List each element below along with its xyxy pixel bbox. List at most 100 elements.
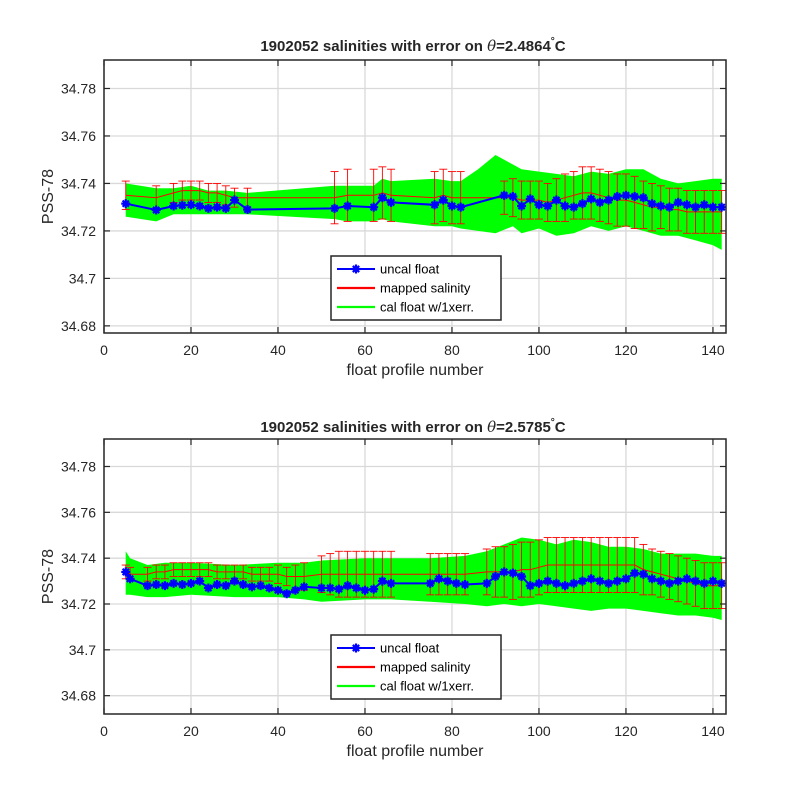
legend-label: mapped salinity <box>380 660 471 675</box>
uncal-float-point <box>451 578 461 588</box>
uncal-float-point <box>203 203 213 213</box>
uncal-float-point <box>456 202 466 212</box>
uncal-float-point <box>264 583 274 593</box>
series-cal-float-band <box>125 537 722 620</box>
uncal-float-point <box>256 581 266 591</box>
uncal-float-point <box>343 201 353 211</box>
uncal-float-point <box>569 578 579 588</box>
uncal-float-point <box>647 199 657 209</box>
legend: uncal float mapped salinity cal float w/1x… <box>330 634 502 700</box>
x-tick-label: 80 <box>444 342 460 358</box>
uncal-float-point <box>560 201 570 211</box>
uncal-float-point <box>508 192 518 201</box>
uncal-float-point <box>430 200 440 210</box>
uncal-float-point <box>238 580 248 590</box>
uncal-float-point <box>151 580 161 590</box>
x-tick-label: 20 <box>183 723 199 739</box>
legend-label: cal float w/1xerr. <box>380 679 474 694</box>
uncal-float-point <box>195 201 205 211</box>
uncal-float-point <box>621 574 631 584</box>
uncal-float-point <box>282 589 292 599</box>
uncal-float-point <box>656 201 666 211</box>
legend-item: mapped salinity <box>337 281 471 296</box>
uncal-float-point <box>151 205 161 215</box>
uncal-float-point <box>517 572 527 581</box>
y-tick-label: 34.76 <box>61 504 96 520</box>
y-tick-label: 34.78 <box>61 80 96 96</box>
x-tick-label: 40 <box>270 342 286 358</box>
uncal-float-point <box>142 581 152 591</box>
uncal-float-point <box>717 578 727 588</box>
uncal-float-point <box>612 192 622 201</box>
x-axis-ticks: 0 20 40 60 80 100 120 140 <box>100 60 725 358</box>
uncal-float-point <box>604 195 614 205</box>
uncal-float-point <box>604 578 614 588</box>
uncal-float-point <box>121 567 131 577</box>
uncal-float-point <box>577 199 587 209</box>
uncal-float-point <box>682 200 692 210</box>
legend-marker <box>351 264 361 274</box>
cal-float-band <box>125 537 722 620</box>
uncal-float-point <box>243 205 253 215</box>
uncal-float-point <box>664 578 674 588</box>
y-axis-ticks: 34.68 34.7 34.72 34.74 34.76 34.78 <box>61 459 726 704</box>
uncal-float-point <box>443 576 453 586</box>
uncal-float-point <box>699 578 709 588</box>
uncal-float-point <box>125 574 135 584</box>
uncal-float-point <box>221 203 231 213</box>
uncal-float-point <box>377 193 387 203</box>
uncal-float-point <box>195 576 205 586</box>
uncal-float-point <box>543 201 553 211</box>
series-cal-float-band <box>125 155 722 250</box>
uncal-float-point <box>499 567 509 577</box>
y-tick-label: 34.74 <box>61 550 96 566</box>
uncal-float-point <box>621 190 631 200</box>
x-axis-ticks: 0 20 40 60 80 100 120 140 <box>100 439 725 739</box>
y-tick-label: 34.74 <box>61 175 96 191</box>
uncal-float-point <box>369 584 379 594</box>
uncal-float-point <box>460 580 470 590</box>
x-tick-label: 100 <box>527 342 551 358</box>
uncal-float-point <box>334 584 344 594</box>
uncal-float-point <box>177 580 187 590</box>
uncal-float-point <box>569 202 579 212</box>
x-tick-label: 120 <box>614 723 638 739</box>
legend-label: uncal float <box>380 641 440 656</box>
chart-title: 1902052 salinities with error on θ=2.486… <box>260 36 565 55</box>
uncal-float-point <box>434 574 444 584</box>
uncal-float-point <box>560 581 570 591</box>
cal-float-band <box>125 155 722 250</box>
uncal-float-point <box>169 201 179 211</box>
uncal-float-point <box>673 197 683 207</box>
uncal-float-point <box>377 576 387 586</box>
uncal-float-point <box>316 583 326 593</box>
series-uncal-float <box>121 190 727 215</box>
uncal-float-point <box>290 585 300 595</box>
chart-panel-1: 1902052 salinities with error on θ=2.486… <box>40 36 727 379</box>
legend-label: cal float w/1xerr. <box>380 300 474 315</box>
uncal-float-point <box>186 578 196 588</box>
uncal-float-point <box>551 578 561 588</box>
y-tick-label: 34.68 <box>61 318 96 334</box>
y-tick-label: 34.7 <box>69 642 96 658</box>
uncal-float-point <box>160 581 170 591</box>
uncal-float-point <box>586 194 596 204</box>
uncal-float-point <box>691 576 701 586</box>
mapped-salinity-line <box>125 564 722 587</box>
uncal-float-point <box>577 576 587 586</box>
uncal-float-point <box>169 578 179 588</box>
x-tick-label: 0 <box>100 723 108 739</box>
uncal-float-point <box>121 199 131 209</box>
legend-item: cal float w/1xerr. <box>337 300 474 315</box>
y-axis-label: PSS-78 <box>40 169 57 224</box>
legend: uncal float mapped salinity cal float w/1x… <box>330 255 502 321</box>
y-tick-label: 34.76 <box>61 128 96 144</box>
x-tick-label: 60 <box>357 342 373 358</box>
uncal-float-point <box>369 202 379 212</box>
uncal-float-point <box>482 578 492 588</box>
uncal-float-point <box>534 200 544 210</box>
x-tick-label: 100 <box>527 723 551 739</box>
x-tick-label: 20 <box>183 342 199 358</box>
uncal-float-point <box>656 576 666 586</box>
uncal-float-point <box>708 202 718 212</box>
